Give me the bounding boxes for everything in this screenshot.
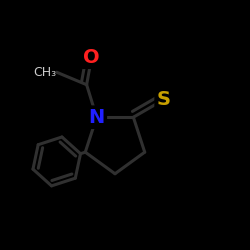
Text: O: O	[83, 48, 100, 67]
Text: CH₃: CH₃	[34, 66, 57, 79]
Text: S: S	[157, 90, 171, 109]
Text: N: N	[88, 108, 105, 127]
